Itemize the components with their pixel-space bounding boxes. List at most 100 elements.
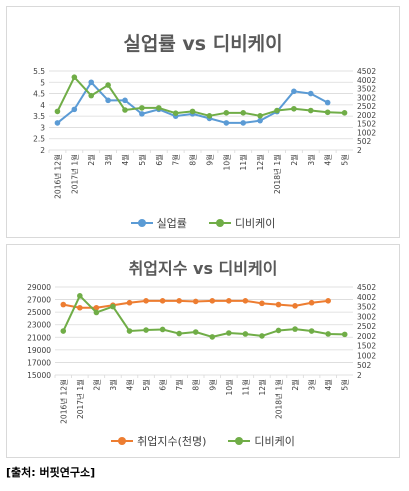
y-left-tick: 29000	[27, 283, 51, 292]
chart-title: 실업률 vs 디비케이	[123, 33, 283, 55]
data-point	[176, 330, 182, 337]
series-line	[56, 76, 345, 117]
data-point	[71, 106, 78, 113]
data-point	[159, 326, 166, 333]
data-point	[257, 113, 263, 119]
data-point	[54, 108, 61, 115]
x-tick-label: 11월	[238, 154, 248, 171]
x-tick-label: 5월	[340, 379, 350, 391]
data-point	[242, 298, 249, 304]
legend-item: 디비케이	[228, 433, 295, 449]
data-point	[159, 298, 166, 304]
data-point	[308, 299, 315, 306]
y-right-tick: 4502	[357, 283, 376, 292]
data-point	[105, 82, 111, 88]
data-point	[172, 110, 179, 116]
data-point	[292, 303, 298, 309]
data-point	[77, 293, 83, 299]
data-point	[60, 328, 67, 334]
y-left-tick: 3.5	[33, 112, 45, 121]
y-right-tick: 3502	[357, 303, 376, 312]
data-point	[275, 301, 282, 308]
data-point	[275, 327, 282, 334]
y-right-tick: 502	[357, 137, 372, 146]
y-left-tick: 5.5	[33, 67, 45, 76]
legend-label: 취업지수(천명)	[137, 435, 207, 448]
data-point	[60, 301, 67, 308]
x-tick-label: 2월	[86, 154, 96, 166]
data-point	[341, 331, 348, 338]
y-left-tick: 4	[40, 101, 45, 110]
data-point	[192, 298, 199, 305]
data-point	[325, 298, 331, 304]
chart-employment-vs-dbk: 취업지수 vs 디비케이 15000 17000 19000 21000 23000 25…	[6, 244, 400, 458]
data-point	[209, 334, 216, 340]
y-right-tick: 3002	[357, 93, 376, 102]
y-left-tick: 15000	[27, 371, 51, 380]
legend-item: 실업률	[130, 215, 187, 231]
data-point	[209, 298, 216, 304]
y-left-tick: 3	[40, 123, 45, 132]
legend-swatch-employment	[111, 437, 134, 445]
data-point	[54, 120, 61, 126]
data-point	[240, 120, 247, 126]
data-point	[223, 110, 230, 116]
chart-plot: 15000 17000 19000 21000 23000 25000 27000 29000…	[27, 283, 376, 424]
data-point	[105, 97, 111, 104]
chart-unemployment-vs-dbk: 실업률 vs 디비케이 2 2.5 3 3.5 4 4.5 5 5.5 2 502 1002 1502…	[6, 6, 400, 238]
x-tick-label: 2018년 1월	[272, 154, 282, 194]
x-tick-label: 4월	[120, 154, 130, 166]
data-point	[192, 329, 199, 335]
data-point	[291, 105, 297, 112]
data-point	[325, 331, 331, 337]
data-point	[126, 328, 133, 334]
x-tick-label: 7월	[171, 154, 181, 166]
y-right-tick: 2502	[357, 102, 376, 111]
data-point	[223, 120, 230, 126]
series-line	[56, 81, 329, 124]
data-point	[274, 107, 280, 114]
data-point	[93, 304, 100, 311]
data-point	[240, 110, 247, 116]
data-point	[292, 326, 298, 332]
x-tick-label: 5월	[141, 379, 151, 391]
x-tick-label: 2월	[290, 379, 300, 391]
x-tick-label: 2017년 1월	[75, 379, 85, 419]
y-right-tick: 1002	[357, 351, 376, 360]
legend-swatch-dbk	[208, 219, 231, 227]
data-point	[259, 300, 265, 307]
data-point	[189, 108, 196, 115]
x-tick-label: 6월	[158, 379, 168, 391]
x-tick-label: 2월	[91, 379, 101, 391]
legend-item: 디비케이	[208, 215, 275, 231]
y-right-tick: 2002	[357, 111, 376, 120]
data-point	[88, 92, 95, 99]
y-right-tick: 4002	[357, 293, 376, 302]
legend-swatch-unemployment	[130, 219, 153, 227]
data-point	[139, 105, 145, 111]
y-left-tick: 19000	[27, 346, 51, 355]
x-tick-label: 3월	[103, 154, 113, 166]
data-point	[77, 304, 83, 311]
x-tick-label: 8월	[188, 154, 198, 166]
y-left-tick: 17000	[27, 358, 51, 367]
data-point	[126, 299, 133, 306]
data-point	[257, 117, 263, 124]
data-point	[88, 79, 95, 86]
x-tick-label: 3월	[306, 154, 316, 166]
y-right-tick: 1002	[357, 128, 376, 137]
x-tick-label: 9월	[207, 379, 217, 391]
y-right-tick: 502	[357, 361, 372, 370]
data-point	[71, 74, 78, 80]
data-point	[242, 331, 249, 337]
y-right-tick: 2002	[357, 332, 376, 341]
legend-swatch-dbk	[228, 437, 251, 445]
legend-label: 디비케이	[254, 435, 295, 448]
data-point	[143, 298, 149, 304]
x-tick-label: 8월	[191, 379, 201, 391]
legend-label: 실업률	[156, 217, 187, 230]
y-right-tick: 2502	[357, 322, 376, 331]
chart-legend: 취업지수(천명) 디비케이	[7, 433, 399, 449]
y-right-tick: 4002	[357, 76, 376, 85]
y-right-tick: 3502	[357, 85, 376, 94]
